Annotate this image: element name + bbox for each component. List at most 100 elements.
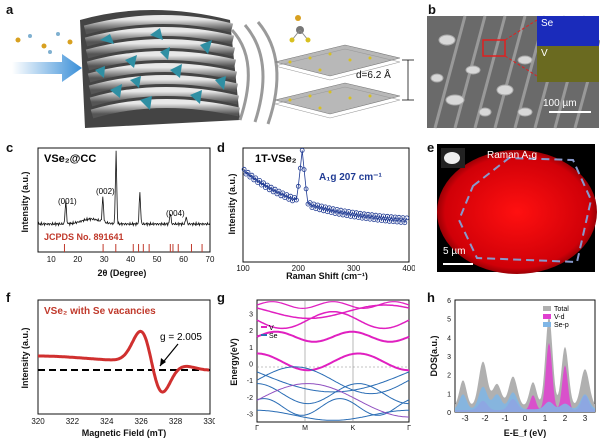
epr-title: VSe₂ with Se vacancies bbox=[44, 306, 156, 317]
band-3 bbox=[256, 310, 410, 330]
band-4 bbox=[256, 301, 410, 310]
legend-total-swatch bbox=[543, 306, 551, 311]
raman-point-4 bbox=[249, 172, 255, 178]
panel-label-g: g bbox=[217, 290, 225, 305]
xrd-plot-frame bbox=[37, 147, 211, 253]
band-structure-chart: 3 2 1 0 -1 -2 -3 Γ M K Γ V Se Energy(eV) bbox=[229, 299, 411, 432]
epr-chart: 320 322 324 326 328 330 g = 2.005 VSe₂ with S… bbox=[20, 299, 215, 438]
raman-point-6 bbox=[253, 175, 259, 181]
panel-d: d 100 200 300 400 Raman Shift (cm⁻¹) Intens… bbox=[215, 140, 415, 280]
legend-v-swatch bbox=[261, 326, 267, 328]
dos-sep-area bbox=[455, 386, 595, 412]
panel-c: c 10 20 30 40 50 60 70 2θ (Degree) Intensity (… bbox=[0, 140, 215, 280]
bands bbox=[256, 301, 410, 421]
dos-xtick-3: 0 bbox=[523, 414, 528, 423]
band-8 bbox=[257, 409, 409, 421]
raman-point-12 bbox=[264, 182, 270, 188]
raman-point-18 bbox=[276, 188, 282, 194]
band-0 bbox=[257, 352, 409, 372]
epr-xtick-0: 320 bbox=[31, 417, 45, 426]
xrd-title: VSe₂@CC bbox=[44, 153, 96, 165]
raman-xlabel: Raman Shift (cm⁻¹) bbox=[286, 271, 368, 280]
dos-ytick-0: 0 bbox=[447, 410, 451, 417]
epr-xtick-2: 324 bbox=[100, 417, 114, 426]
dos-xtick-4: 1 bbox=[543, 414, 548, 423]
band-ylabel: Energy(eV) bbox=[229, 338, 239, 386]
xrd-xtick-3: 40 bbox=[126, 255, 135, 264]
dos-ytick-5: 5 bbox=[447, 317, 451, 324]
kpoint-3: Γ bbox=[407, 425, 411, 432]
dos-chart: -3 -2 -1 0 1 2 3 0 1 2 3 4 5 6 Total V-d Se-p E-E_f … bbox=[429, 298, 596, 438]
dos-ytick-1: 1 bbox=[447, 391, 451, 398]
epr-ylabel: Intensity (a.u.) bbox=[20, 327, 30, 388]
xrd-xlabel: 2θ (Degree) bbox=[98, 268, 147, 278]
band-ytick-4: -1 bbox=[247, 378, 253, 385]
band-ytick-1: 2 bbox=[249, 328, 253, 335]
carbon-cloth-bundle bbox=[80, 10, 279, 128]
legend-vd-swatch bbox=[543, 314, 551, 319]
x-tick-labels: 10 20 30 40 50 60 70 bbox=[47, 255, 215, 264]
y-tick-labels: 3 2 1 0 -1 -2 -3 bbox=[247, 311, 253, 418]
dos-ytick-2: 2 bbox=[447, 373, 451, 380]
raman-data bbox=[241, 147, 410, 226]
legend-sep-swatch bbox=[543, 322, 551, 327]
epr-xtick-4: 328 bbox=[169, 417, 183, 426]
raman-map bbox=[437, 144, 597, 274]
g-factor-label: g = 2.005 bbox=[160, 332, 202, 343]
band-9 bbox=[256, 371, 410, 393]
dos-xtick-6: 3 bbox=[583, 414, 588, 423]
reference-lines bbox=[63, 244, 203, 252]
band-ytick-2: 1 bbox=[249, 345, 253, 352]
x-tick-labels: 100 200 300 400 bbox=[236, 264, 415, 273]
ions bbox=[15, 32, 73, 54]
xrd-xtick-4: 50 bbox=[153, 255, 162, 264]
dos-xtick-2: -1 bbox=[501, 414, 509, 423]
band-2 bbox=[256, 304, 410, 320]
panel-f: f 320 322 324 326 328 330 g = 2.005 VSe₂ with… bbox=[0, 290, 215, 440]
band-6 bbox=[257, 383, 409, 405]
raman-point-16 bbox=[272, 186, 278, 192]
interlayer-distance-label: d=6.2 Å bbox=[356, 70, 391, 81]
xrd-pattern bbox=[37, 150, 211, 228]
raman-line bbox=[243, 150, 408, 224]
legend-sep-label: Se-p bbox=[554, 322, 569, 329]
epr-xtick-3: 326 bbox=[135, 417, 149, 426]
raman-xtick-1: 200 bbox=[292, 264, 306, 273]
panel-a: a bbox=[0, 0, 420, 130]
xrd-xtick-1: 20 bbox=[73, 255, 82, 264]
panel-label-e: e bbox=[427, 140, 435, 155]
raman-xtick-3: 400 bbox=[402, 264, 415, 273]
band-10 bbox=[256, 383, 409, 418]
xrd-ylabel: Intensity (a.u.) bbox=[20, 171, 30, 232]
xrd-xtick-5: 60 bbox=[179, 255, 188, 264]
legend-total-label: Total bbox=[554, 306, 569, 313]
dos-xtick-5: 2 bbox=[563, 414, 568, 423]
sem-image bbox=[427, 15, 600, 129]
epr-xtick-1: 322 bbox=[66, 417, 80, 426]
xrd-xtick-0: 10 bbox=[47, 255, 56, 264]
legend-se-label: Se bbox=[269, 333, 278, 340]
epr-curve bbox=[38, 329, 210, 394]
ion-arrow-icon bbox=[12, 54, 82, 82]
dos-xlabel: E-E_f (eV) bbox=[504, 428, 547, 438]
panel-label-f: f bbox=[6, 290, 11, 305]
raman-point-2 bbox=[245, 169, 251, 175]
raman-map-label: Raman A₁g bbox=[487, 150, 538, 161]
a1g-peak-label: A₁g 207 cm⁻¹ bbox=[319, 172, 382, 183]
raman-point-84 bbox=[404, 215, 410, 221]
band-ytick-0: 3 bbox=[249, 311, 253, 318]
kpoint-0: Γ bbox=[255, 425, 259, 432]
legend-vd-label: V-d bbox=[554, 314, 565, 321]
dos-ylabel: DOS(a.u.) bbox=[429, 335, 439, 376]
panel-a-illustration bbox=[12, 10, 414, 128]
peak-label-001: (001) bbox=[58, 197, 77, 206]
raman-xtick-2: 300 bbox=[347, 264, 361, 273]
raman-chart: 100 200 300 400 Raman Shift (cm⁻¹) Intensit… bbox=[227, 147, 415, 280]
kpoint-1: M bbox=[302, 425, 308, 432]
panel-b: b Se V 100 µm bbox=[425, 0, 600, 130]
peak-label-002: (002) bbox=[96, 187, 115, 196]
raman-xtick-0: 100 bbox=[236, 264, 250, 273]
flake-outline bbox=[457, 156, 593, 264]
raman-point-8 bbox=[257, 178, 262, 183]
xrd-chart: 10 20 30 40 50 60 70 2θ (Degree) Intensity (a.… bbox=[20, 147, 215, 278]
